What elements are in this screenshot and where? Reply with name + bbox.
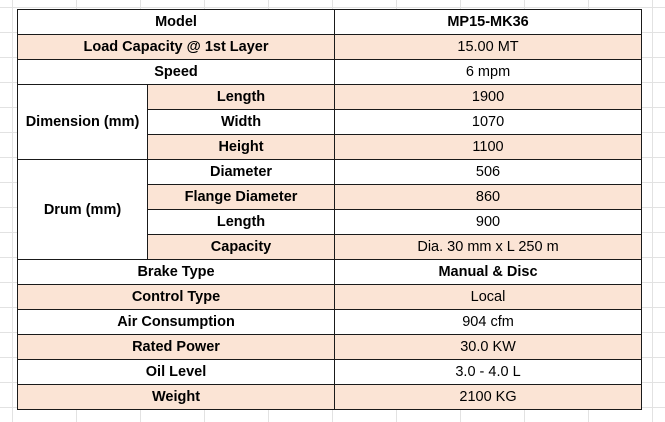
cell-value-drum-diameter[interactable]: 506 xyxy=(334,159,643,185)
table-row: Length 900 xyxy=(18,209,643,235)
cell-value-air-consumption[interactable]: 904 cfm xyxy=(334,309,643,335)
table-row: Height 1100 xyxy=(18,134,643,160)
cell-label-dimension-width[interactable]: Width xyxy=(146,109,336,135)
cell-label-brake-type[interactable]: Brake Type xyxy=(16,259,336,285)
table-row: Load Capacity @ 1st Layer 15.00 MT xyxy=(16,34,643,60)
table-row: Air Consumption 904 cfm xyxy=(16,309,643,335)
cell-value-dimension-length[interactable]: 1900 xyxy=(334,84,643,110)
cell-label-rated-power[interactable]: Rated Power xyxy=(16,334,336,360)
cell-group-drum[interactable]: Drum (mm) xyxy=(17,159,148,260)
cell-value-drum-capacity[interactable]: Dia. 30 mm x L 250 m xyxy=(334,234,643,260)
cell-label-load-capacity[interactable]: Load Capacity @ 1st Layer xyxy=(16,34,336,60)
table-row: Control Type Local xyxy=(16,284,643,310)
cell-label-drum-diameter[interactable]: Diameter xyxy=(146,159,336,185)
cell-value-load-capacity[interactable]: 15.00 MT xyxy=(334,34,643,60)
cell-value-oil-level[interactable]: 3.0 - 4.0 L xyxy=(334,359,643,385)
table-row: Dimension (mm) Length 1900 xyxy=(17,84,643,160)
cell-label-speed[interactable]: Speed xyxy=(16,59,336,85)
cell-label-weight[interactable]: Weight xyxy=(16,384,336,410)
cell-label-drum-length[interactable]: Length xyxy=(146,209,336,235)
cell-label-air-consumption[interactable]: Air Consumption xyxy=(16,309,336,335)
cell-group-dimension[interactable]: Dimension (mm) xyxy=(17,84,148,160)
cell-label-dimension-height[interactable]: Height xyxy=(146,134,336,160)
table-row: Brake Type Manual & Disc xyxy=(16,259,643,285)
cell-label-flange-diameter[interactable]: Flange Diameter xyxy=(146,184,336,210)
spec-table: Model MP15-MK36 Load Capacity @ 1st Laye… xyxy=(16,9,643,410)
cell-value-model[interactable]: MP15-MK36 xyxy=(334,9,643,35)
table-row: Capacity Dia. 30 mm x L 250 m xyxy=(18,234,643,260)
cell-label-control-type[interactable]: Control Type xyxy=(16,284,336,310)
table-row: Model MP15-MK36 xyxy=(16,9,643,35)
cell-value-dimension-width[interactable]: 1070 xyxy=(334,109,643,135)
table-row: Width 1070 xyxy=(18,109,643,135)
cell-value-rated-power[interactable]: 30.0 KW xyxy=(334,334,643,360)
table-row: Rated Power 30.0 KW xyxy=(16,334,643,360)
table-row: Drum (mm) Diameter 506 xyxy=(17,159,643,260)
cell-label-model[interactable]: Model xyxy=(16,9,336,35)
table-row: Oil Level 3.0 - 4.0 L xyxy=(16,359,643,385)
cell-value-brake-type[interactable]: Manual & Disc xyxy=(334,259,643,285)
cell-value-drum-length[interactable]: 900 xyxy=(334,209,643,235)
cell-label-dimension-length[interactable]: Length xyxy=(146,84,336,110)
table-row: Weight 2100 KG xyxy=(16,384,643,410)
cell-value-control-type[interactable]: Local xyxy=(334,284,643,310)
cell-value-dimension-height[interactable]: 1100 xyxy=(334,134,643,160)
cell-value-weight[interactable]: 2100 KG xyxy=(334,384,643,410)
cell-value-flange-diameter[interactable]: 860 xyxy=(334,184,643,210)
table-row: Flange Diameter 860 xyxy=(18,184,643,210)
cell-value-speed[interactable]: 6 mpm xyxy=(334,59,643,85)
table-row: Speed 6 mpm xyxy=(16,59,643,85)
cell-label-oil-level[interactable]: Oil Level xyxy=(16,359,336,385)
cell-label-drum-capacity[interactable]: Capacity xyxy=(146,234,336,260)
